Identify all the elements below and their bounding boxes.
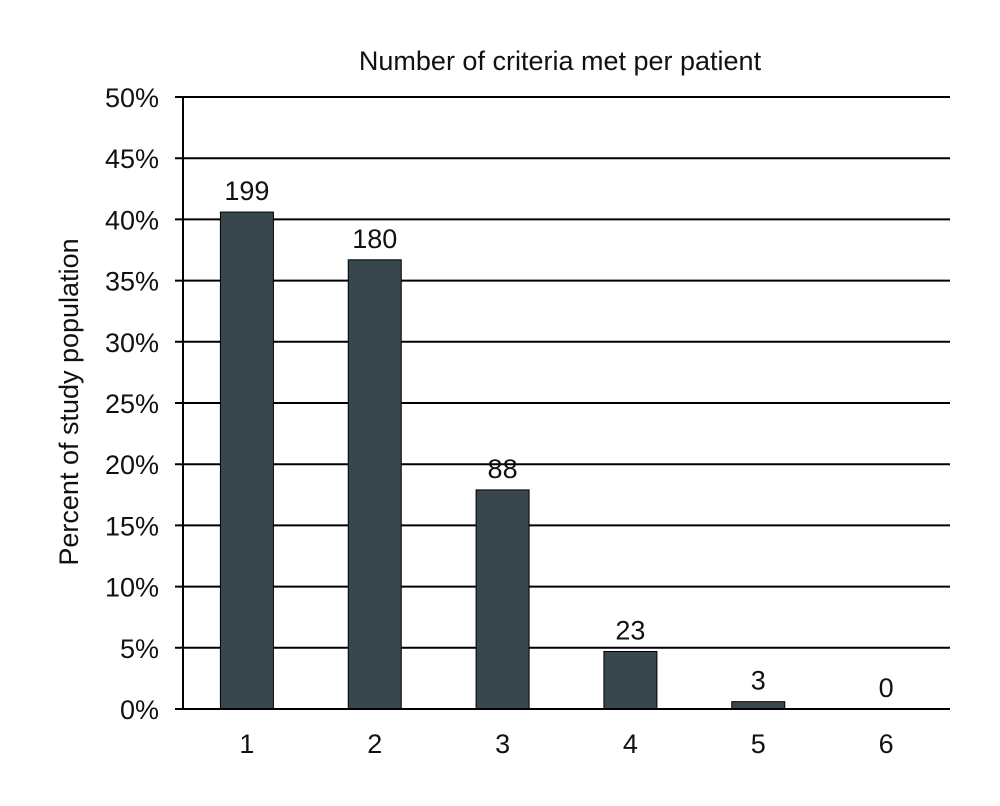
y-tick-label: 10% (105, 573, 159, 603)
x-tick-label: 2 (367, 729, 382, 759)
y-tick-label: 0% (120, 695, 159, 725)
x-tick-label: 4 (623, 729, 638, 759)
data-label: 23 (615, 615, 645, 645)
bar (219, 211, 274, 710)
x-tick-label: 6 (879, 729, 894, 759)
x-tick-labels: 1 2 3 4 5 6 (239, 729, 893, 759)
y-tick-label: 35% (105, 267, 159, 297)
y-tick-label: 5% (120, 634, 159, 664)
x-tick-label: 1 (239, 729, 254, 759)
data-label: 88 (488, 454, 518, 484)
bar (347, 259, 402, 710)
y-tick-label: 20% (105, 450, 159, 480)
x-tick-label: 3 (495, 729, 510, 759)
chart-title: Number of criteria met per patient (359, 46, 762, 76)
data-label: 199 (224, 176, 269, 206)
bars (219, 211, 786, 710)
y-tick-label: 15% (105, 511, 159, 541)
data-labels: 199 180 88 23 3 0 (224, 176, 893, 703)
y-tick-label: 40% (105, 205, 159, 235)
gridlines (175, 96, 950, 710)
y-tick-label: 30% (105, 328, 159, 358)
y-tick-label: 50% (105, 83, 159, 113)
y-axis-title: Percent of study population (54, 238, 84, 565)
bar (603, 650, 658, 710)
data-label: 0 (879, 673, 894, 703)
axes (175, 97, 950, 710)
bar (731, 701, 786, 710)
data-label: 3 (751, 666, 766, 696)
y-tick-labels: 0% 5% 10% 15% 20% 25% 30% 35% 40% 45% 50% (105, 83, 159, 725)
bar (475, 489, 530, 710)
y-tick-label: 25% (105, 389, 159, 419)
x-tick-label: 5 (751, 729, 766, 759)
data-label: 180 (352, 224, 397, 254)
y-tick-label: 45% (105, 144, 159, 174)
